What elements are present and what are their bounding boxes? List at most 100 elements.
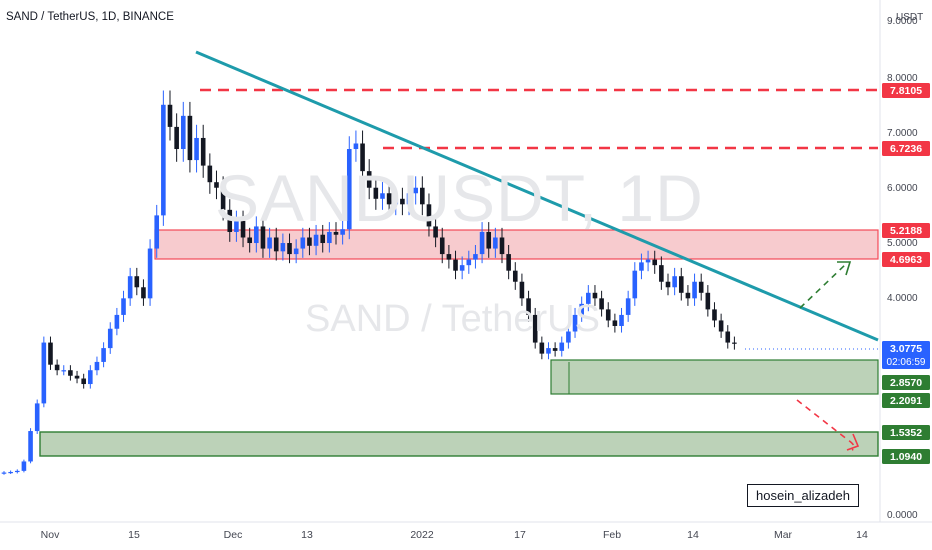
bearish-projection-arrow xyxy=(796,399,856,451)
price-label-resistance xyxy=(882,252,930,267)
candle-body xyxy=(725,331,731,343)
candle-body xyxy=(68,370,73,376)
y-tick-label: 8.0000 xyxy=(887,73,918,84)
candle-body xyxy=(320,234,326,244)
candle-body xyxy=(333,231,339,235)
candle-body xyxy=(732,342,737,344)
candle-body xyxy=(187,115,193,161)
candle-body xyxy=(1,472,7,474)
price-label-text: 7.8105 xyxy=(890,85,922,97)
candle-body xyxy=(612,320,618,326)
candle-body xyxy=(486,231,492,249)
candle-body xyxy=(459,265,465,271)
candle-body xyxy=(433,226,438,238)
candle-body xyxy=(420,187,425,205)
candle-body xyxy=(360,143,365,172)
candle-body xyxy=(672,276,677,288)
candle-body xyxy=(48,342,53,365)
candle-body xyxy=(346,149,352,230)
candle-body xyxy=(214,182,219,188)
candle-body xyxy=(114,314,120,329)
bullish-projection-arrow xyxy=(799,263,847,309)
candle-body xyxy=(678,276,684,293)
candle-body xyxy=(127,276,133,299)
candle-body xyxy=(625,298,631,315)
candle-body xyxy=(639,262,644,271)
candle-body xyxy=(526,298,531,315)
candle-body xyxy=(506,254,511,271)
candle-body xyxy=(599,298,604,310)
candle-body xyxy=(8,471,13,474)
candle-body xyxy=(446,254,452,260)
candle-body xyxy=(107,328,113,349)
price-label-support xyxy=(882,375,930,390)
candle-body xyxy=(207,165,213,183)
candle-body xyxy=(559,342,565,351)
price-label-support xyxy=(882,449,930,464)
price-label-resistance xyxy=(882,83,930,98)
candle-body xyxy=(200,137,206,166)
price-label-text: 2.8570 xyxy=(890,377,922,389)
candle-body xyxy=(426,204,432,227)
x-tick-label: Nov xyxy=(41,529,60,541)
candle-body xyxy=(293,248,299,255)
x-tick-label: 17 xyxy=(514,529,526,541)
x-tick-label: Dec xyxy=(224,529,243,541)
candle-body xyxy=(180,115,186,150)
support-zone-lower xyxy=(39,431,879,457)
price-label-text: 4.6963 xyxy=(890,254,922,266)
candle-body xyxy=(161,104,166,216)
bearish-arrow-head xyxy=(846,433,860,451)
y-tick-label: 7.0000 xyxy=(887,128,918,139)
candle-body xyxy=(260,226,266,249)
candle-body xyxy=(579,303,584,315)
candle-body xyxy=(247,237,252,244)
candle-body xyxy=(54,364,60,371)
chart-title: SAND / TetherUS, 1D, BINANCE xyxy=(6,11,174,23)
price-label-text: 1.0940 xyxy=(890,451,922,463)
candle-body xyxy=(94,361,100,371)
candle-body xyxy=(552,348,558,351)
candle-body xyxy=(280,243,286,252)
y-tick-label: 6.0000 xyxy=(887,183,918,194)
watermark-pair: SAND / TetherUS xyxy=(305,298,600,340)
candle-body xyxy=(240,220,246,238)
candle-body xyxy=(393,198,399,205)
candle-body xyxy=(300,237,306,249)
candle-body xyxy=(121,298,126,315)
x-tick-label: Feb xyxy=(603,529,621,541)
candle-body xyxy=(586,292,591,304)
candle-body xyxy=(101,348,106,362)
candle-body xyxy=(685,292,691,299)
candle-body xyxy=(88,370,93,385)
x-tick-label: 14 xyxy=(687,529,699,541)
candle-body xyxy=(479,231,485,255)
candle-body xyxy=(147,248,153,299)
bullish-arrow-head xyxy=(837,261,852,276)
y-tick-label: 9.0000 xyxy=(887,16,918,27)
price-label-support xyxy=(882,425,930,440)
candle-body xyxy=(632,270,638,299)
candle-body xyxy=(234,220,239,232)
candle-body xyxy=(14,470,20,473)
x-tick-label: 14 xyxy=(856,529,868,541)
candle-body xyxy=(134,276,140,288)
candle-body xyxy=(619,314,624,326)
candle-body xyxy=(659,265,664,282)
price-label-text: 5.2188 xyxy=(890,225,922,237)
candle-body xyxy=(406,193,412,205)
price-label-text: 1.5352 xyxy=(890,427,922,439)
candle-body xyxy=(141,287,146,299)
candle-body xyxy=(34,403,40,432)
descending-trendline xyxy=(195,50,879,342)
candle-body xyxy=(712,309,717,321)
candle-body xyxy=(340,229,345,235)
candle-body xyxy=(400,198,405,205)
x-tick-label: 13 xyxy=(301,529,313,541)
candle-body xyxy=(313,234,319,246)
y-axis-unit: USDT xyxy=(896,12,924,23)
candle-body xyxy=(453,259,458,271)
candle-body xyxy=(645,259,651,263)
candle-body xyxy=(287,243,292,255)
